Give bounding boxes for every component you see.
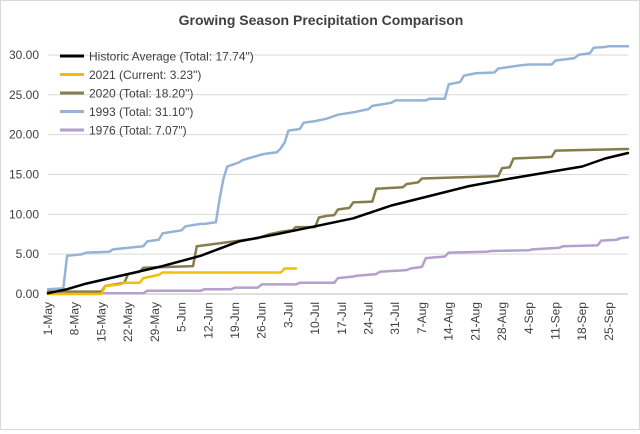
series-line <box>46 44 630 291</box>
legend-label: 2021 (Current: 3.23") <box>89 68 201 82</box>
x-tick-label: 4-Sep <box>522 302 536 334</box>
series-line <box>46 151 630 295</box>
gridlines <box>48 54 628 295</box>
x-tick-label: 8-May <box>68 302 82 335</box>
series-line <box>46 267 298 296</box>
x-tick-label: 24-Jul <box>362 302 376 335</box>
y-tick-label: 10.00 <box>9 207 39 221</box>
x-tick-label: 14-Aug <box>442 302 456 341</box>
x-tick-label: 25-Sep <box>602 302 616 341</box>
chart-title: Growing Season Precipitation Comparison <box>179 12 464 28</box>
x-axis: 1-May 8-May 15-May 22-May 29-May 5-Jun 12-Jun 1… <box>41 293 628 342</box>
y-tick-label: 25.00 <box>9 88 39 102</box>
series-line <box>46 236 630 295</box>
x-tick-label: 28-Aug <box>495 302 509 341</box>
x-tick-label: 7-Aug <box>415 302 429 334</box>
x-tick-label: 11-Sep <box>549 302 563 340</box>
x-tick-label: 1-May <box>41 302 55 335</box>
x-tick-label: 29-May <box>148 302 162 342</box>
x-tick-label: 18-Sep <box>575 302 589 341</box>
x-tick-label: 3-Jul <box>281 302 295 328</box>
x-tick-label: 12-Jun <box>201 302 215 339</box>
y-tick-label: 20.00 <box>9 128 39 142</box>
series-lines <box>46 44 630 296</box>
legend-label: Historic Average (Total: 17.74") <box>89 50 254 64</box>
y-tick-label: 0.00 <box>16 287 40 301</box>
x-tick-label: 5-Jun <box>175 302 189 332</box>
legend-label: 2020 (Total: 18.20") <box>89 87 193 101</box>
x-tick-label: 10-Jul <box>308 302 322 335</box>
x-tick-label: 21-Aug <box>468 302 482 341</box>
x-tick-label: 19-Jun <box>228 302 242 339</box>
legend: Historic Average (Total: 17.74") 2021 (Cu… <box>60 50 254 138</box>
x-tick-label: 31-Jul <box>388 302 402 335</box>
legend-label: 1993 (Total: 31.10") <box>89 105 193 119</box>
x-tick-label: 26-Jun <box>255 302 269 339</box>
x-tick-label: 22-May <box>121 302 135 342</box>
y-tick-label: 15.00 <box>9 167 39 181</box>
x-tick-label: 17-Jul <box>335 302 349 335</box>
y-tick-label: 30.00 <box>9 48 39 62</box>
y-axis: 0.00 5.00 10.00 15.00 20.00 25.00 30.00 <box>9 48 39 301</box>
x-tick-label: 15-May <box>94 302 108 342</box>
y-tick-label: 5.00 <box>16 247 40 261</box>
legend-label: 1976 (Total: 7.07") <box>89 124 187 138</box>
